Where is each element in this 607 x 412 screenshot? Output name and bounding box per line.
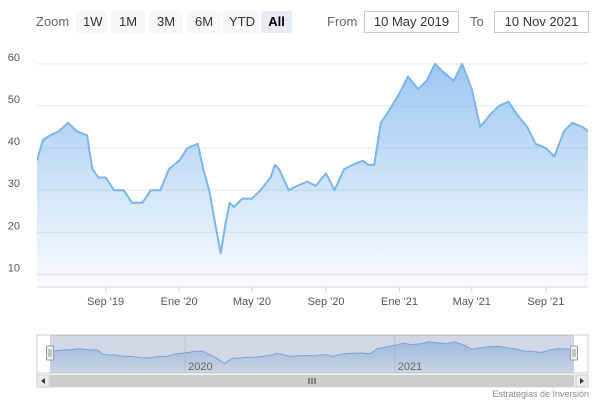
y-tick-label: 30 [8, 178, 20, 190]
zoom-1w-button[interactable]: 1W [76, 11, 107, 33]
navigator-right-handle[interactable] [570, 345, 578, 361]
navigator-year-label: 2021 [398, 361, 422, 373]
y-tick-label: 10 [8, 262, 20, 274]
navigator-year-label: 2020 [188, 361, 212, 373]
x-tick-label: May '20 [233, 296, 271, 308]
zoom-3m-button[interactable]: 3M [149, 11, 183, 33]
scroll-right-button[interactable] [575, 374, 589, 388]
navigator-mask[interactable] [50, 335, 574, 373]
scrollbar[interactable] [36, 374, 589, 388]
zoom-6m-button[interactable]: 6M [187, 11, 221, 33]
zoom-ytd-button[interactable]: YTD [222, 11, 258, 33]
zoom-1m-button[interactable]: 1M [111, 11, 145, 33]
y-tick-label: 60 [8, 52, 20, 64]
from-label: From [327, 14, 358, 29]
scroll-left-icon [41, 378, 45, 384]
zoom-label: Zoom [36, 14, 70, 29]
x-axis: Sep '19 Ene '20 May '20 Sep '20 Ene '21 May '… [87, 287, 564, 308]
zoom-all-button[interactable]: All [261, 11, 292, 33]
x-tick-label: Sep '21 [527, 296, 564, 308]
credits-link[interactable]: Estrategias de Inversión [492, 389, 589, 399]
to-label: To [470, 14, 484, 29]
navigator[interactable]: 2020 2021 [36, 334, 589, 374]
price-line [37, 62, 588, 255]
y-axis: 10 20 30 40 50 60 [8, 52, 20, 275]
x-tick-label: Ene '21 [381, 296, 418, 308]
x-tick-label: May '21 [453, 296, 491, 308]
navigator-left-handle[interactable] [46, 345, 54, 361]
navigator-line [49, 341, 575, 365]
x-tick-label: Ene '20 [161, 296, 198, 308]
scroll-left-button[interactable] [36, 374, 50, 388]
price-area [37, 63, 588, 287]
y-tick-label: 50 [8, 94, 20, 106]
from-date-input[interactable]: 10 May 2019 [364, 11, 459, 33]
x-tick-label: Sep '19 [87, 296, 124, 308]
scrollbar-grip-icon [308, 378, 316, 384]
y-tick-label: 20 [8, 220, 20, 232]
scroll-right-icon [580, 378, 584, 384]
y-tick-label: 40 [8, 136, 20, 148]
to-date-input[interactable]: 10 Nov 2021 [494, 11, 589, 33]
x-tick-label: Sep '20 [308, 296, 345, 308]
navigator-area [50, 341, 574, 371]
